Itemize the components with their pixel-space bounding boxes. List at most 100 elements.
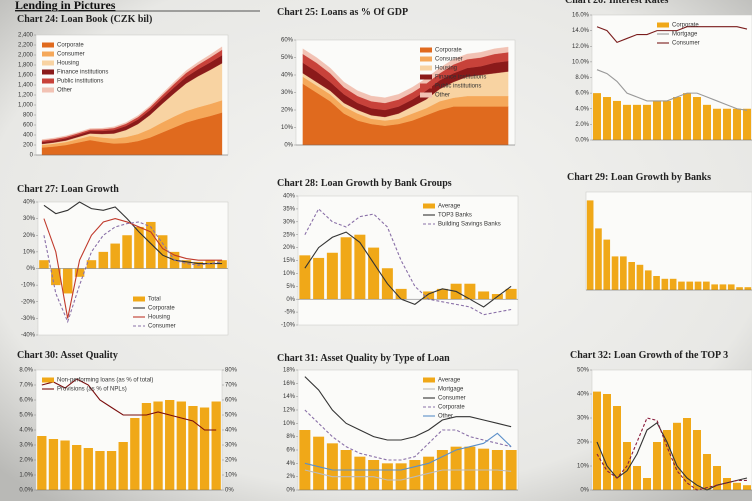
y-tick-label: 16.0% <box>572 13 590 19</box>
y-tick-label: 6.0% <box>19 398 33 404</box>
bar <box>368 460 380 490</box>
legend-label: Average <box>438 204 461 210</box>
legend-label: Building Savings Banks <box>438 222 501 228</box>
chart-title: Chart 31: Asset Quality by Type of Loan <box>277 353 450 364</box>
bar <box>395 288 407 300</box>
bar <box>436 288 448 300</box>
bar <box>505 450 517 490</box>
legend-swatch <box>42 377 54 383</box>
legend-label: Consumer <box>438 396 466 402</box>
y-tick-label: 8% <box>286 434 295 440</box>
legend-label: Non-performing loans (as % of total) <box>57 378 153 384</box>
y-tick-label: 40% <box>283 194 296 200</box>
line-series <box>596 69 748 111</box>
bar <box>60 440 70 490</box>
chart: Chart 27: Loan Growth -40% -30% -20% -10% 0% 1… <box>17 184 229 339</box>
bar <box>95 451 105 490</box>
legend-swatch <box>42 51 54 57</box>
bar <box>313 436 325 490</box>
legend-label: Public institutions <box>57 79 103 85</box>
legend-swatch <box>420 65 432 71</box>
bar <box>130 418 140 490</box>
bar <box>595 228 602 290</box>
bar <box>719 284 727 290</box>
y-tick-label: 10% <box>283 421 296 427</box>
y-tick-label: 60% <box>281 38 294 44</box>
y-tick-label: 2.0% <box>19 458 33 464</box>
legend-label: Average <box>438 378 461 384</box>
bar <box>205 260 215 269</box>
line-series <box>43 201 223 265</box>
y-tick-label: 0% <box>284 143 293 149</box>
bar <box>354 234 366 300</box>
bar <box>409 460 421 490</box>
y-tick-label: 10% <box>283 271 296 277</box>
line-series <box>43 218 223 319</box>
bar <box>693 97 701 140</box>
bar <box>176 401 186 490</box>
bar <box>669 278 677 290</box>
y-tick-label: 15% <box>283 258 296 264</box>
y2-tick-label: 40% <box>225 428 238 434</box>
y-tick-label: 40% <box>23 200 36 206</box>
y-tick-label: 1.0% <box>19 473 33 479</box>
bar <box>423 291 435 300</box>
bar <box>613 406 621 490</box>
bar <box>478 291 490 300</box>
y-tick-label: -10% <box>21 283 36 289</box>
bar <box>313 257 325 300</box>
legend-label: Provisions (as % of NPLs) <box>57 387 127 393</box>
legend-swatch <box>42 87 54 93</box>
legend-label: Finance institutions <box>57 70 108 76</box>
y-tick-label: 4% <box>286 461 295 467</box>
y-tick-label: 200 <box>23 143 34 149</box>
y-tick-label: 8.0% <box>575 75 589 81</box>
legend-label: Corporate <box>57 43 84 49</box>
bar <box>141 403 152 490</box>
bar <box>661 278 669 290</box>
plot-area <box>585 191 752 291</box>
bar <box>723 108 731 140</box>
bar <box>586 200 594 290</box>
legend-label: Mortgage <box>672 32 698 38</box>
bar <box>74 268 85 277</box>
bar <box>134 226 144 269</box>
legend-label: Public institutions <box>435 84 481 90</box>
bar <box>603 97 611 140</box>
y-tick-label: 800 <box>23 113 34 119</box>
y-tick-label: 2,200 <box>18 43 34 49</box>
y-tick-label: 14% <box>283 394 296 400</box>
bar <box>694 281 702 290</box>
y-tick-label: 30% <box>281 90 294 96</box>
legend-swatch <box>42 60 54 66</box>
chart-title: Chart 29: Loan Growth by Banks <box>567 172 711 183</box>
y-tick-label: 1,000 <box>18 103 34 109</box>
bar <box>603 394 611 490</box>
y-tick-label: 30% <box>23 216 36 222</box>
bar <box>395 463 407 490</box>
y-tick-label: 10% <box>281 125 294 131</box>
y-tick-label: 4.0% <box>19 428 33 434</box>
y-tick-label: 0% <box>286 488 295 494</box>
bar <box>636 264 644 290</box>
page-title: Lending in Pictures <box>15 0 116 12</box>
y-tick-label: 600 <box>23 123 34 129</box>
chart: Chart 25: Loans as % Of GDP 0% 10% 20% 30% 40… <box>277 7 516 149</box>
bar <box>727 284 735 290</box>
y-tick-label: 18% <box>283 368 296 374</box>
chart: Chart 24: Loan Book (CZK bil) 0 200 400 600 8… <box>17 14 229 159</box>
legend-label: Corporate <box>438 405 465 411</box>
bar <box>653 276 660 290</box>
y-tick-label: -40% <box>21 333 36 339</box>
line-series <box>304 376 512 441</box>
y-tick-label: 0% <box>26 266 35 272</box>
legend-label: Housing <box>57 61 79 67</box>
y2-tick-label: 50% <box>225 413 238 419</box>
y-tick-label: 30% <box>283 219 296 225</box>
legend-swatch <box>423 203 435 209</box>
bar <box>72 445 82 490</box>
y-tick-label: 5% <box>286 284 295 290</box>
legend-label: Finance institutions <box>435 75 486 81</box>
line-series <box>43 221 223 324</box>
